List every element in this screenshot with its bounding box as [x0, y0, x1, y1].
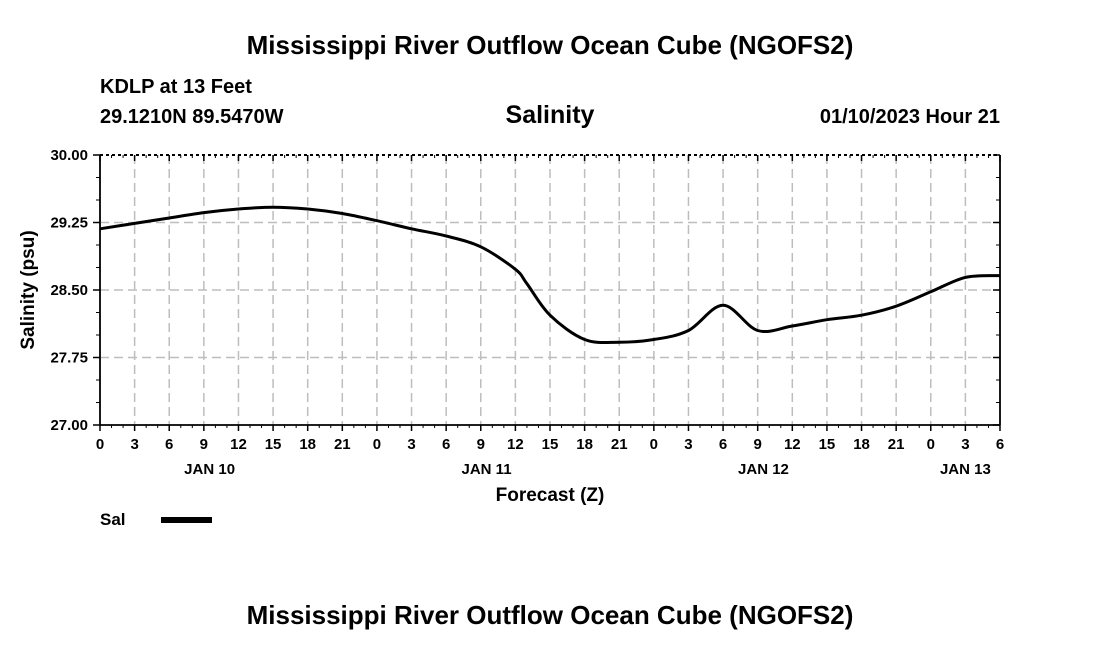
- chart-main-title: Mississippi River Outflow Ocean Cube (NG…: [246, 30, 854, 60]
- station-label: KDLP at 13 Feet: [100, 76, 252, 98]
- y-tick-label: 28.50: [50, 282, 88, 299]
- date-label: JAN 10: [184, 461, 235, 478]
- legend-label-sal: Sal: [100, 510, 126, 529]
- x-tick-label: 21: [611, 436, 628, 453]
- x-axis-label: Forecast (Z): [496, 485, 605, 506]
- x-tick-label: 3: [130, 436, 138, 453]
- x-tick-label: 15: [542, 436, 559, 453]
- x-tick-label: 18: [576, 436, 593, 453]
- y-tick-label: 30.00: [50, 147, 88, 164]
- x-tick-label: 9: [477, 436, 485, 453]
- x-tick-label: 3: [961, 436, 969, 453]
- date-label: JAN 13: [940, 461, 991, 478]
- x-tick-label: 18: [299, 436, 316, 453]
- x-tick-label: 0: [373, 436, 381, 453]
- x-tick-label: 21: [334, 436, 351, 453]
- x-tick-label: 9: [754, 436, 762, 453]
- y-axis-label: Salinity (psu): [18, 230, 39, 349]
- x-tick-label: 12: [784, 436, 801, 453]
- forecast-datetime-label: 01/10/2023 Hour 21: [819, 106, 1000, 128]
- x-tick-label: 6: [996, 436, 1004, 453]
- chart-subtitle: Salinity: [505, 101, 595, 129]
- x-tick-label: 3: [407, 436, 415, 453]
- x-tick-label: 12: [230, 436, 247, 453]
- date-label: JAN 12: [738, 461, 789, 478]
- x-tick-label: 12: [507, 436, 524, 453]
- x-tick-label: 0: [927, 436, 935, 453]
- x-tick-label: 6: [719, 436, 727, 453]
- date-label: JAN 11: [462, 461, 512, 478]
- x-tick-label: 6: [442, 436, 450, 453]
- x-tick-label: 3: [684, 436, 692, 453]
- x-tick-label: 15: [819, 436, 836, 453]
- coordinates-label: 29.1210N 89.5470W: [100, 106, 284, 128]
- x-tick-label: 0: [650, 436, 658, 453]
- y-tick-label: 27.00: [50, 417, 88, 434]
- x-tick-label: 9: [200, 436, 208, 453]
- x-tick-label: 21: [888, 436, 905, 453]
- series-line-sal: [99, 205, 1001, 345]
- x-tick-label: 18: [853, 436, 870, 453]
- x-tick-label: 15: [265, 436, 282, 453]
- y-tick-label: 29.25: [50, 215, 88, 232]
- x-tick-label: 0: [96, 436, 104, 453]
- x-tick-label: 6: [165, 436, 173, 453]
- y-tick-label: 27.75: [50, 350, 88, 367]
- footer-title: Mississippi River Outflow Ocean Cube (NG…: [246, 600, 854, 630]
- legend-swatch-sal: [161, 517, 212, 523]
